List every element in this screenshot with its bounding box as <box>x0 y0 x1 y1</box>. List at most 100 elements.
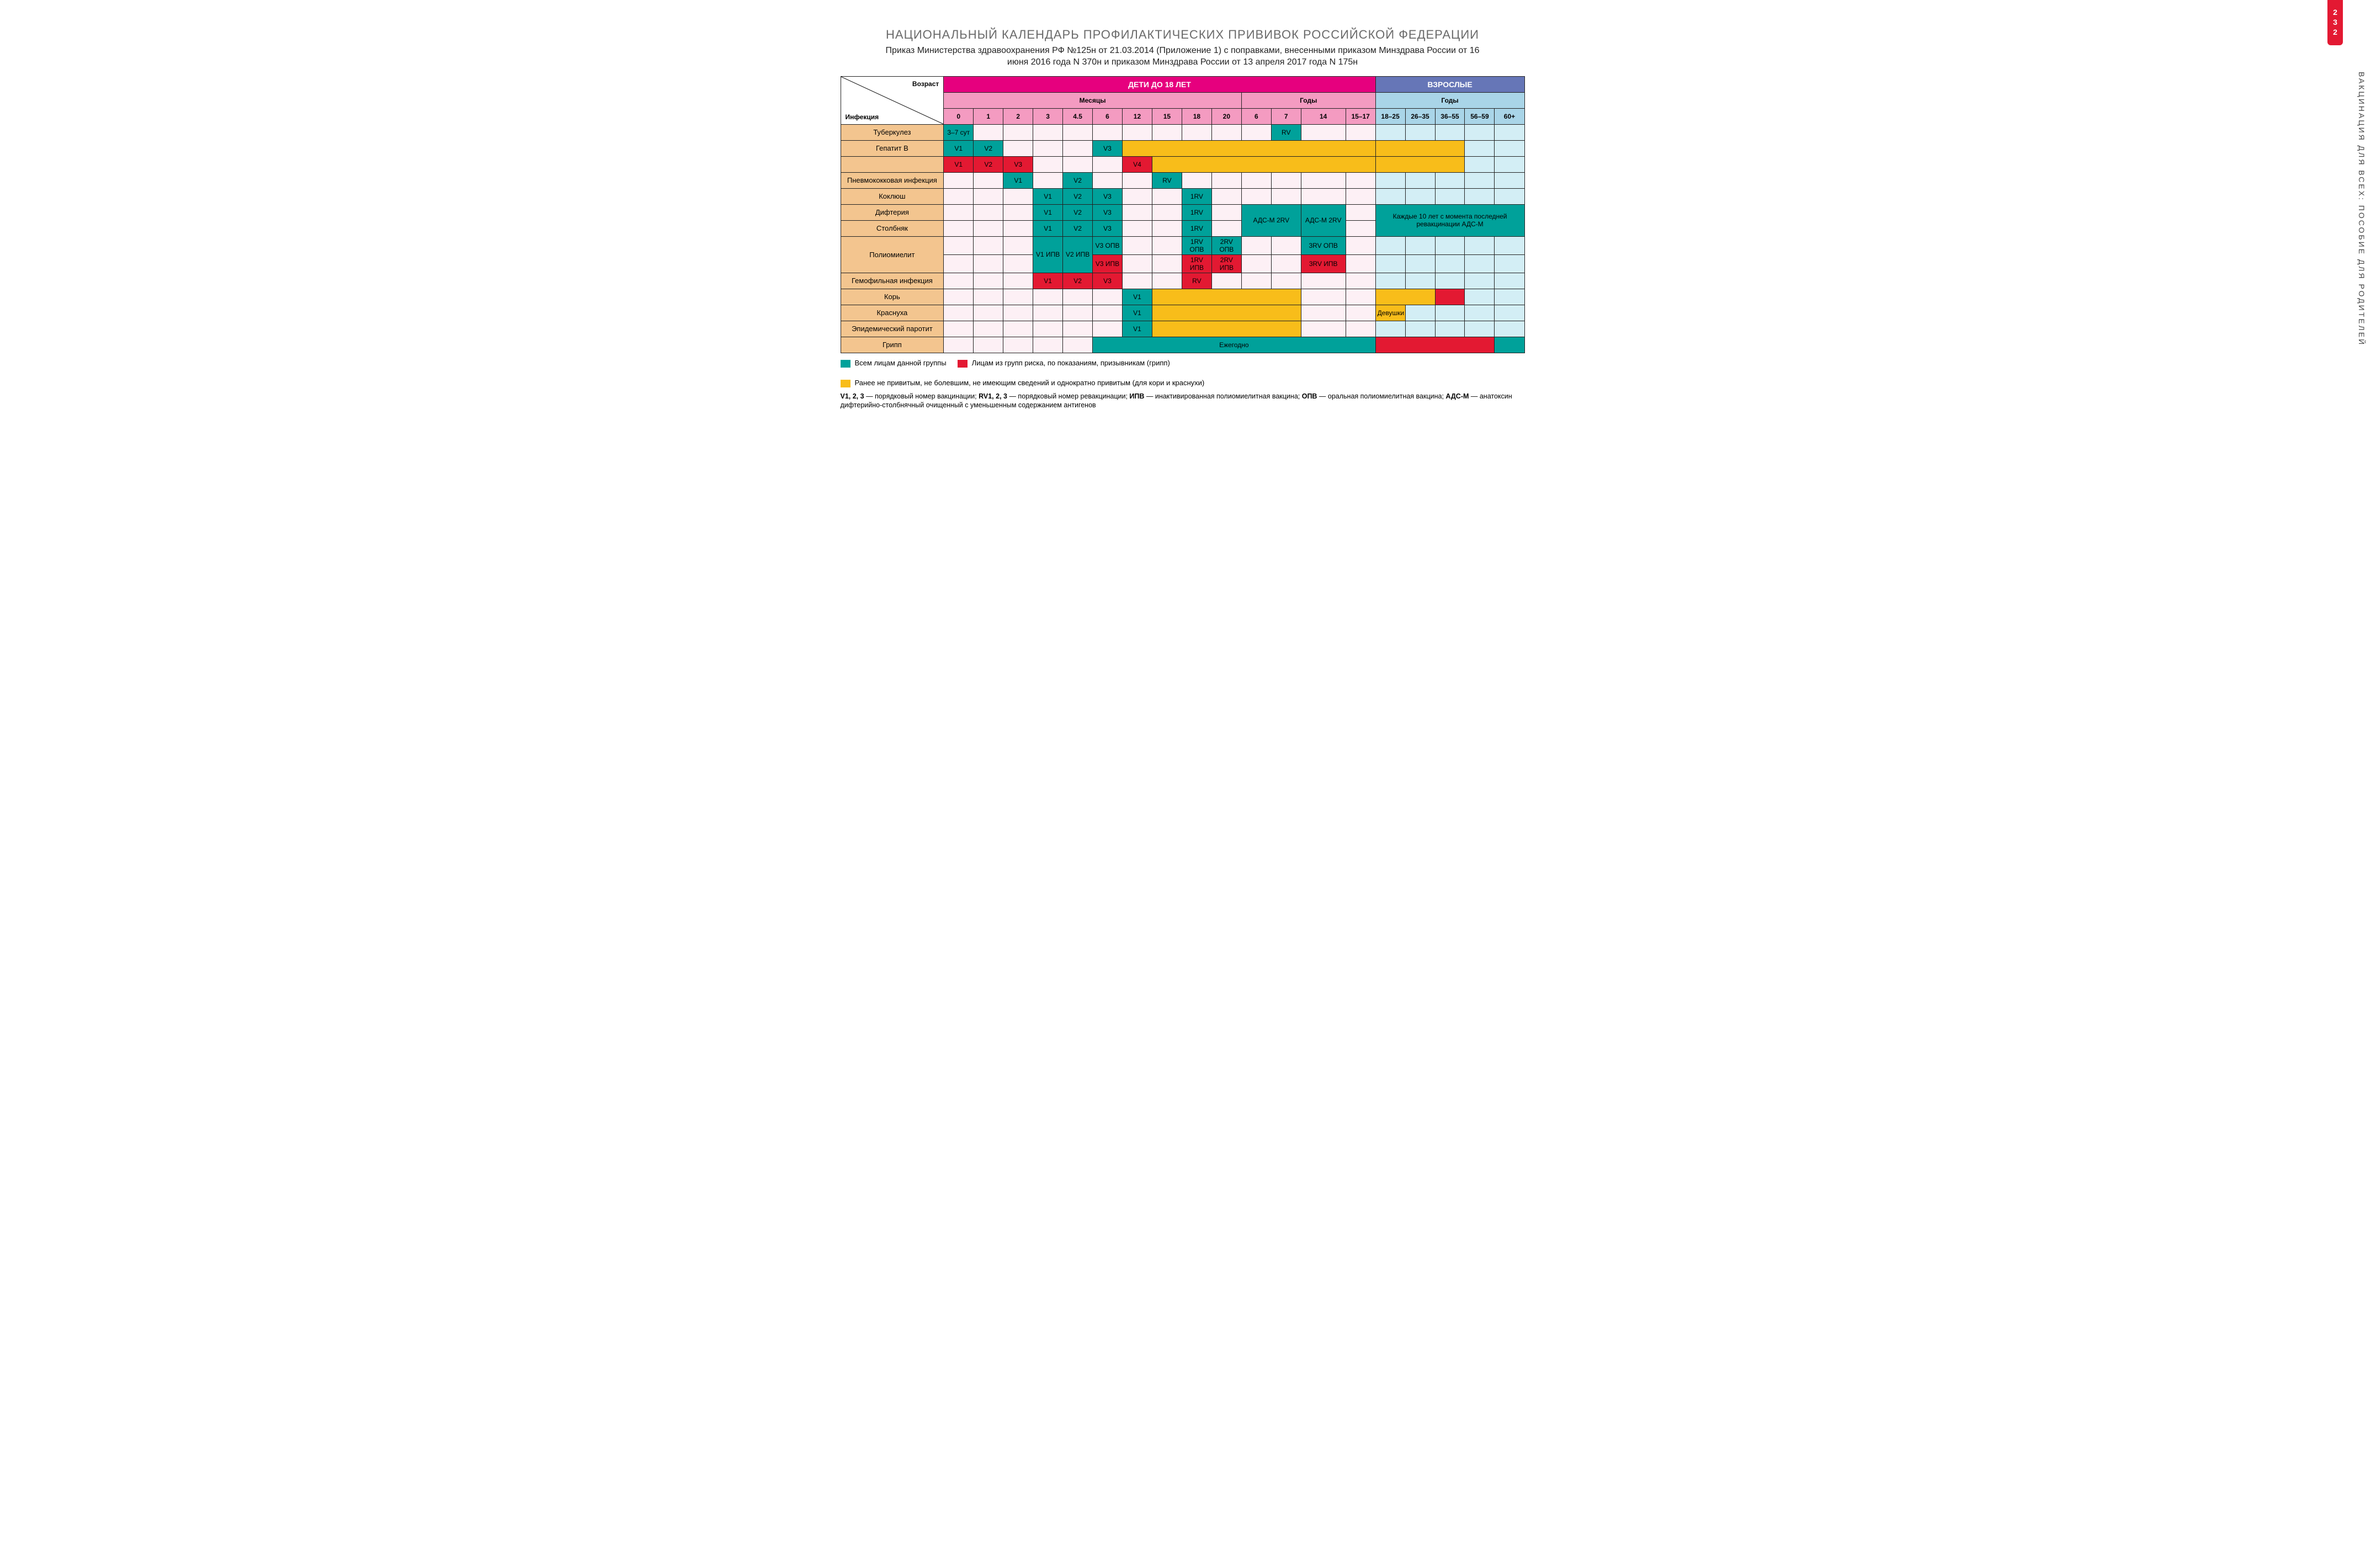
cell-empty <box>1301 188 1346 204</box>
cell-empty <box>974 321 1003 337</box>
header-age-m3: 3 <box>1033 108 1063 124</box>
cell-empty <box>1346 124 1375 140</box>
cell-empty <box>1033 305 1063 321</box>
legend-swatch <box>841 360 851 368</box>
legend: Всем лицам данной группы Лицам из групп р… <box>841 359 1525 387</box>
cell <box>1495 337 1524 353</box>
cell: V3 <box>1093 140 1123 156</box>
header-age-m20: 20 <box>1211 108 1241 124</box>
cell-empty <box>1495 305 1524 321</box>
cell-empty <box>1435 305 1465 321</box>
cell <box>1375 289 1435 305</box>
cell-empty <box>1063 305 1093 321</box>
cell-empty <box>1003 236 1033 254</box>
cell-empty <box>1003 140 1033 156</box>
cell: 1RV ИПВ <box>1182 254 1211 273</box>
cell: V3 <box>1003 156 1033 172</box>
cell-empty <box>944 337 974 353</box>
cell-empty <box>1495 236 1524 254</box>
cell-empty <box>944 172 974 188</box>
cell-empty <box>1346 289 1375 305</box>
cell: RV <box>1271 124 1301 140</box>
row-label: Грипп <box>841 337 944 353</box>
legend-text: Лицам из групп риска, по показаниям, при… <box>972 359 1170 367</box>
cell-empty <box>1093 289 1123 305</box>
cell-empty <box>974 289 1003 305</box>
row-label: Дифтерия <box>841 204 944 220</box>
cell-empty <box>1405 188 1435 204</box>
cell <box>1152 156 1375 172</box>
cell: V1 <box>1123 289 1152 305</box>
cell: 1RV <box>1182 204 1211 220</box>
cell: V2 <box>1063 188 1093 204</box>
cell-empty <box>1465 289 1495 305</box>
cell-empty <box>1033 140 1063 156</box>
row-label: Корь <box>841 289 944 305</box>
cell-empty <box>974 273 1003 289</box>
legend-swatch <box>958 360 968 368</box>
cell-empty <box>1346 273 1375 289</box>
cell-empty <box>1346 220 1375 236</box>
legend-text: Всем лицам данной группы <box>855 359 947 367</box>
cell-empty <box>1495 188 1524 204</box>
cell: 2RV ОПВ <box>1211 236 1241 254</box>
cell-empty <box>1063 124 1093 140</box>
cell-empty <box>1465 305 1495 321</box>
cell-empty <box>974 337 1003 353</box>
cell-empty <box>1152 124 1182 140</box>
header-age-m12: 12 <box>1123 108 1152 124</box>
cell: 3RV ОПВ <box>1301 236 1346 254</box>
row-label: Коклюш <box>841 188 944 204</box>
legend-item: Лицам из групп риска, по показаниям, при… <box>958 359 1170 368</box>
cell-empty <box>1211 172 1241 188</box>
cell-empty <box>1033 337 1063 353</box>
cell-empty <box>1375 172 1405 188</box>
cell-empty <box>1093 124 1123 140</box>
cell: V3 ИПВ <box>1093 254 1123 273</box>
cell-empty <box>1123 220 1152 236</box>
cell-empty <box>1435 124 1465 140</box>
header-diagonal: ИнфекцияВозраст <box>841 76 944 124</box>
cell-empty <box>1465 254 1495 273</box>
cell-empty <box>1346 188 1375 204</box>
cell-empty <box>1211 188 1241 204</box>
cell: 1RV <box>1182 188 1211 204</box>
cell-empty <box>1033 289 1063 305</box>
cell: RV <box>1152 172 1182 188</box>
cell: V4 <box>1123 156 1152 172</box>
cell-empty <box>1093 305 1123 321</box>
cell-empty <box>1435 273 1465 289</box>
cell <box>1152 289 1301 305</box>
cell: V1 <box>944 140 974 156</box>
legend-text: Ранее не привитым, не болевшим, не имеющ… <box>855 379 1205 387</box>
cell-empty <box>974 124 1003 140</box>
cell-empty <box>1346 172 1375 188</box>
cell-empty <box>1301 305 1346 321</box>
cell-empty <box>1346 204 1375 220</box>
header-age-a56_59: 56–59 <box>1465 108 1495 124</box>
row-label: Краснуха <box>841 305 944 321</box>
header-age-a36_55: 36–55 <box>1435 108 1465 124</box>
header-years-adult: Годы <box>1375 92 1524 108</box>
header-age-m6: 6 <box>1093 108 1123 124</box>
cell-empty <box>1241 254 1271 273</box>
cell-empty <box>1152 254 1182 273</box>
cell-empty <box>1465 172 1495 188</box>
cell-empty <box>1465 156 1495 172</box>
cell-empty <box>1301 289 1346 305</box>
cell: Девушки <box>1375 305 1405 321</box>
cell: 2RV ИПВ <box>1211 254 1241 273</box>
row-label: Гепатит B <box>841 140 944 156</box>
cell: V3 <box>1093 220 1123 236</box>
cell-empty <box>1435 254 1465 273</box>
cell-empty <box>1123 254 1152 273</box>
cell-empty <box>1003 220 1033 236</box>
footnotes: V1, 2, 3 — порядковый номер вакцинации; … <box>841 392 1525 411</box>
cell-empty <box>1003 289 1033 305</box>
cell-empty <box>1033 156 1063 172</box>
legend-item: Ранее не привитым, не болевшим, не имеющ… <box>841 379 1205 387</box>
cell-empty <box>1152 273 1182 289</box>
cell: V2 <box>974 156 1003 172</box>
cell-empty <box>944 321 974 337</box>
cell-empty <box>1003 254 1033 273</box>
